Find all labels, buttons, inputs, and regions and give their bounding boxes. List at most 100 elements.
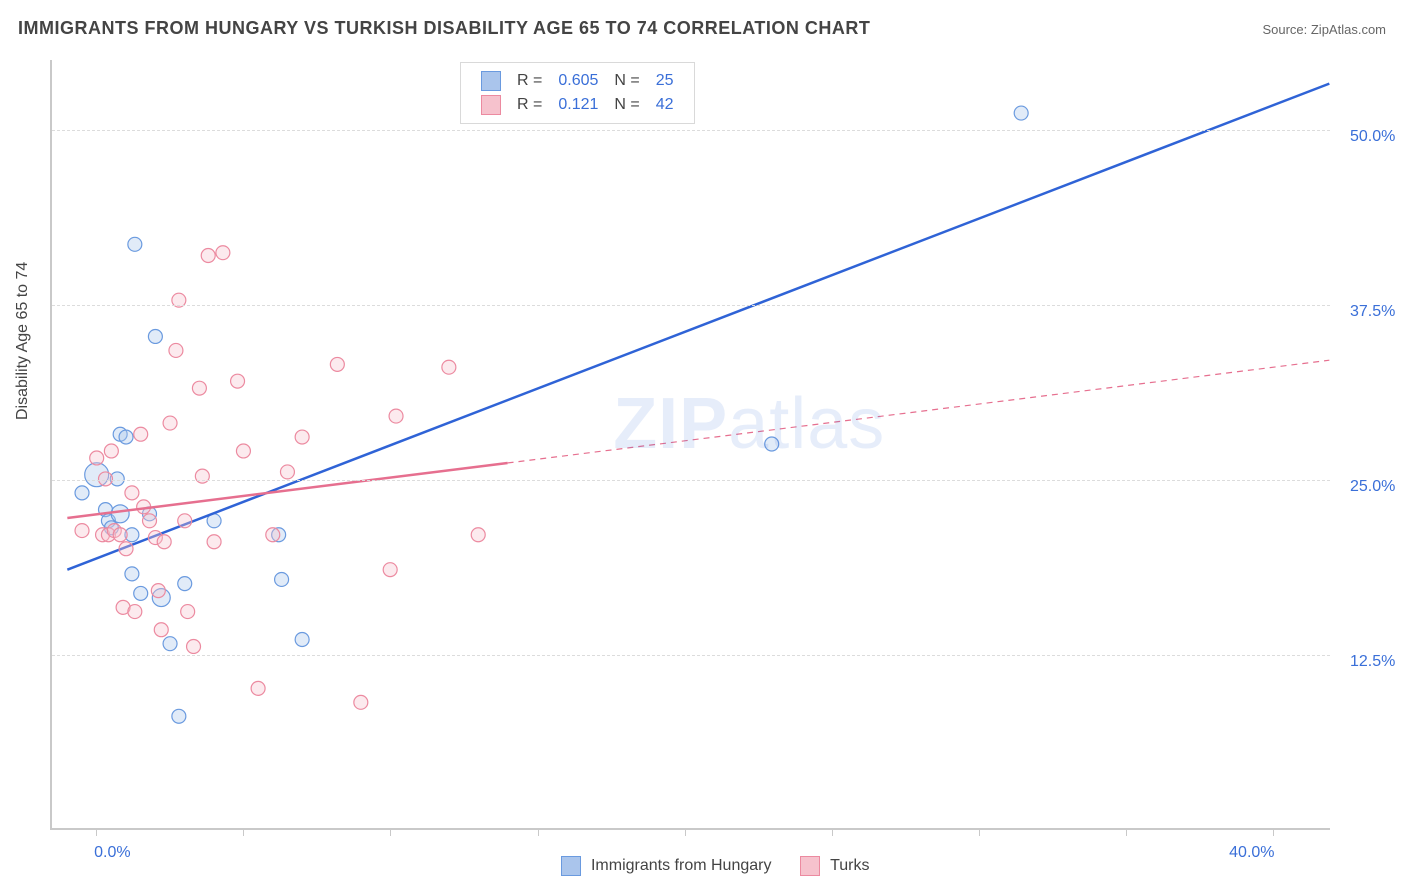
x-tick-mark xyxy=(832,828,833,836)
x-tick-label: 0.0% xyxy=(94,844,130,862)
data-point-hungary xyxy=(110,472,124,486)
data-point-hungary xyxy=(128,237,142,251)
data-point-turks xyxy=(75,524,89,538)
trend-line-dash-turks xyxy=(508,360,1330,463)
x-tick-mark xyxy=(1273,828,1274,836)
chart-svg xyxy=(52,60,1330,828)
data-point-turks xyxy=(236,444,250,458)
gridline-h xyxy=(52,655,1330,656)
trend-line-turks xyxy=(67,463,507,518)
data-point-hungary xyxy=(148,329,162,343)
data-point-turks xyxy=(178,514,192,528)
data-point-turks xyxy=(137,500,151,514)
trend-line-hungary xyxy=(67,84,1329,570)
data-point-hungary xyxy=(295,633,309,647)
data-point-turks xyxy=(134,427,148,441)
data-point-turks xyxy=(151,584,165,598)
x-tick-mark xyxy=(979,828,980,836)
y-tick-label: 37.5% xyxy=(1350,303,1395,321)
data-point-turks xyxy=(389,409,403,423)
x-tick-mark xyxy=(243,828,244,836)
data-point-turks xyxy=(101,528,115,542)
y-tick-label: 12.5% xyxy=(1350,653,1395,671)
data-point-hungary xyxy=(85,463,109,487)
data-point-turks xyxy=(187,639,201,653)
data-point-turks xyxy=(195,469,209,483)
data-point-turks xyxy=(383,563,397,577)
data-point-hungary xyxy=(113,427,127,441)
data-point-hungary xyxy=(119,430,133,444)
data-point-hungary xyxy=(101,514,115,528)
data-point-hungary xyxy=(178,577,192,591)
data-point-turks xyxy=(125,486,139,500)
data-point-hungary xyxy=(125,567,139,581)
data-point-hungary xyxy=(104,521,118,535)
chart-container: IMMIGRANTS FROM HUNGARY VS TURKISH DISAB… xyxy=(0,0,1406,892)
data-point-turks xyxy=(163,416,177,430)
data-point-turks xyxy=(471,528,485,542)
data-point-turks xyxy=(442,360,456,374)
data-point-turks xyxy=(280,465,294,479)
data-point-turks xyxy=(295,430,309,444)
data-point-hungary xyxy=(207,514,221,528)
data-point-turks xyxy=(192,381,206,395)
legend-swatch-turks xyxy=(800,856,820,876)
data-point-turks xyxy=(119,542,133,556)
data-point-turks xyxy=(143,514,157,528)
data-point-turks xyxy=(216,246,230,260)
data-point-turks xyxy=(148,531,162,545)
data-point-hungary xyxy=(765,437,779,451)
data-point-turks xyxy=(128,605,142,619)
data-point-hungary xyxy=(99,503,113,517)
x-tick-mark xyxy=(538,828,539,836)
inset-correlation-legend: R = 0.605 N = 25 R = 0.121 N = 42 xyxy=(460,62,695,124)
data-point-turks xyxy=(107,524,121,538)
bottom-legend: Immigrants from Hungary Turks xyxy=(0,856,1406,876)
data-point-turks xyxy=(96,528,110,542)
data-point-hungary xyxy=(152,589,170,607)
data-point-hungary xyxy=(134,586,148,600)
plot-area xyxy=(50,60,1330,830)
data-point-hungary xyxy=(75,486,89,500)
data-point-turks xyxy=(99,472,113,486)
data-point-turks xyxy=(157,535,171,549)
x-tick-mark xyxy=(1126,828,1127,836)
data-point-turks xyxy=(181,605,195,619)
legend-label-hungary: Immigrants from Hungary xyxy=(591,857,772,874)
data-point-hungary xyxy=(172,709,186,723)
data-point-turks xyxy=(104,444,118,458)
data-point-turks xyxy=(116,600,130,614)
gridline-h xyxy=(52,480,1330,481)
y-axis-label: Disability Age 65 to 74 xyxy=(14,262,32,420)
data-point-hungary xyxy=(272,528,286,542)
data-point-turks xyxy=(266,528,280,542)
data-point-turks xyxy=(231,374,245,388)
data-point-hungary xyxy=(125,528,139,542)
legend-swatch-hungary xyxy=(561,856,581,876)
y-tick-label: 25.0% xyxy=(1350,478,1395,496)
data-point-hungary xyxy=(163,637,177,651)
x-tick-mark xyxy=(390,828,391,836)
data-point-turks xyxy=(330,357,344,371)
data-point-hungary xyxy=(143,507,157,521)
data-point-hungary xyxy=(111,505,129,523)
data-point-turks xyxy=(354,695,368,709)
data-point-turks xyxy=(201,249,215,263)
data-point-turks xyxy=(90,451,104,465)
legend-label-turks: Turks xyxy=(830,857,869,874)
gridline-h xyxy=(52,130,1330,131)
y-tick-label: 50.0% xyxy=(1350,128,1395,146)
source-attribution: Source: ZipAtlas.com xyxy=(1262,22,1386,37)
data-point-hungary xyxy=(275,572,289,586)
x-tick-mark xyxy=(685,828,686,836)
x-tick-label: 40.0% xyxy=(1229,844,1274,862)
gridline-h xyxy=(52,305,1330,306)
data-point-turks xyxy=(251,681,265,695)
data-point-turks xyxy=(169,343,183,357)
data-point-turks xyxy=(113,528,127,542)
data-point-turks xyxy=(154,623,168,637)
chart-title: IMMIGRANTS FROM HUNGARY VS TURKISH DISAB… xyxy=(18,18,870,39)
data-point-turks xyxy=(207,535,221,549)
inset-table: R = 0.605 N = 25 R = 0.121 N = 42 xyxy=(473,69,682,117)
data-point-hungary xyxy=(1014,106,1028,120)
